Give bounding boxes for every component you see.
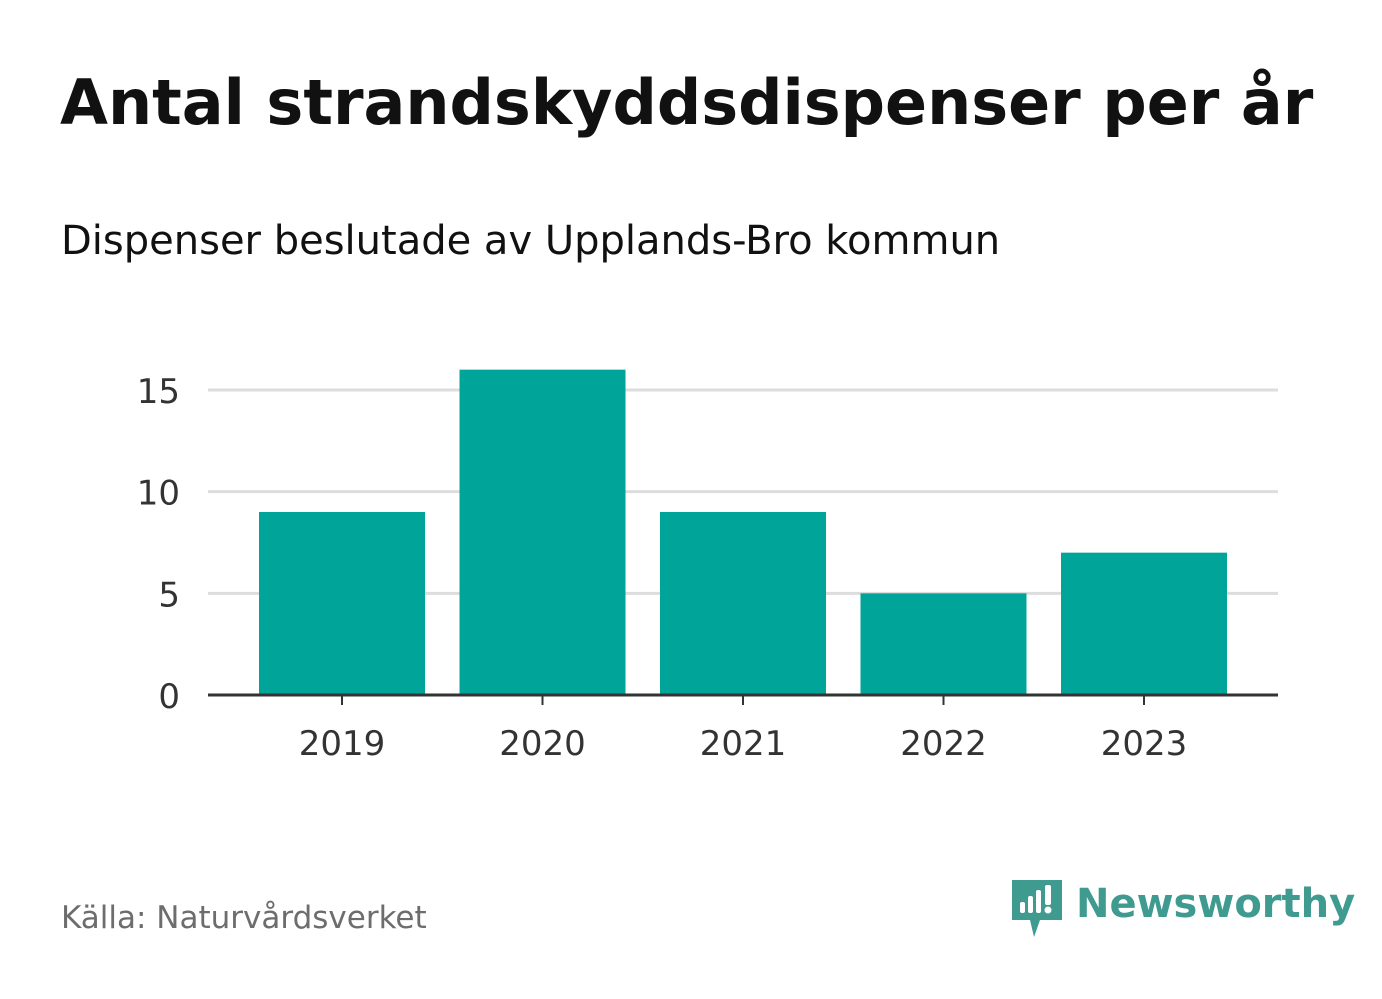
x-axis (208, 693, 1278, 705)
y-tick-label-15: 15 (137, 372, 180, 412)
source-note: Källa: Naturvårdsverket (61, 900, 427, 936)
y-tick-labels: 0 5 10 15 (137, 372, 180, 717)
bar-2022 (860, 593, 1027, 695)
chart-title: Antal strandskyddsdispenser per år (60, 66, 1314, 139)
y-tick-label-5: 5 (158, 575, 180, 615)
x-tick-labels: 2019 2020 2021 2022 2023 (299, 724, 1188, 764)
chart-subtitle: Dispenser beslutade av Upplands-Bro komm… (61, 218, 1001, 264)
bar-2023 (1061, 552, 1227, 695)
newsworthy-logo: Newsworthy (1012, 880, 1355, 940)
newsworthy-logo-text: Newsworthy (1076, 881, 1356, 927)
newsworthy-logo-icon (1012, 880, 1062, 937)
y-tick-label-10: 10 (137, 474, 180, 514)
bar-2021 (660, 512, 826, 695)
bar-2020 (459, 369, 626, 695)
y-tick-label-0: 0 (158, 677, 180, 717)
x-tick-label-2023: 2023 (1101, 724, 1188, 764)
x-tick-label-2020: 2020 (499, 724, 586, 764)
bars (259, 369, 1227, 695)
x-tick-label-2019: 2019 (299, 724, 386, 764)
x-tick-label-2021: 2021 (700, 724, 787, 764)
bar-2019 (259, 512, 425, 695)
x-tick-label-2022: 2022 (900, 724, 987, 764)
